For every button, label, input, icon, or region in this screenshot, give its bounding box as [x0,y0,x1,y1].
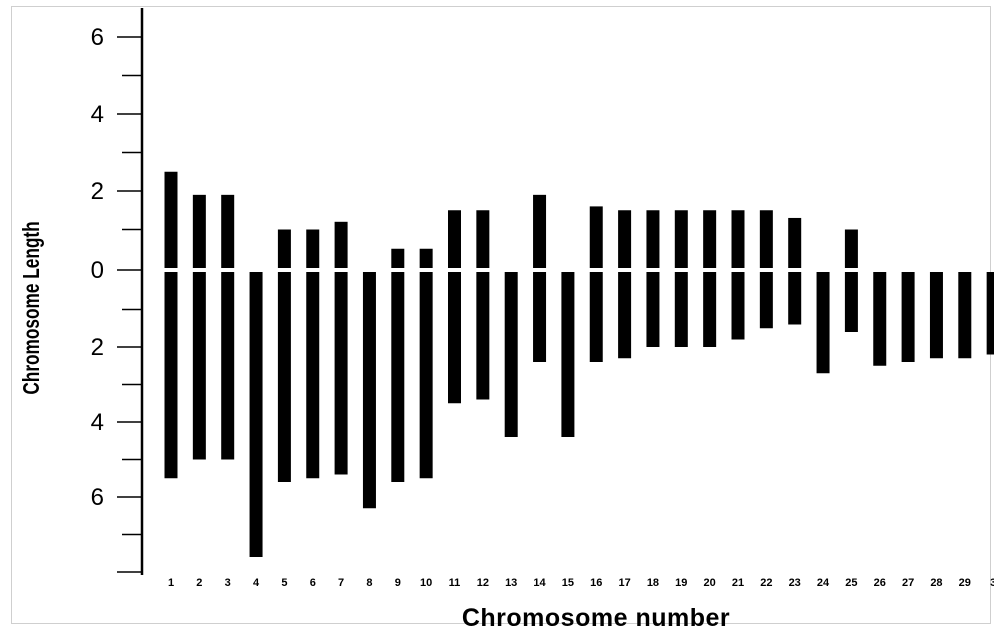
bar-short-arm-3 [221,194,235,268]
x-tick-label: 10 [420,577,432,589]
x-tick-labels: 1 2 3 4 5 6 7 8 9 10 11 12 13 14 15 16 17 18 19 20 21 22 23 24 2… [168,577,994,589]
y-tick-label-bottom: 6 [91,484,104,511]
bar-short-arm-5 [277,229,291,268]
x-tick-label: 23 [789,577,801,589]
x-tick-label: 16 [590,577,602,589]
bar-long-arm-11 [448,272,461,404]
bar-long-arm-25 [844,272,858,332]
x-tick-label: 4 [253,577,260,589]
bar-short-arm-9 [391,248,405,268]
x-tick-label: 12 [477,577,489,589]
bar-short-arm-25 [844,229,858,268]
x-tick-label: 8 [366,577,372,589]
x-tick-label: 1 [168,577,174,589]
x-tick-label: 17 [618,577,630,589]
bar-long-arm-21 [731,272,745,340]
bar-short-arm-23 [788,217,802,268]
bar-short-arm-19 [674,210,688,268]
x-tick-label: 29 [959,577,971,589]
x-tick-label: 20 [704,577,716,589]
bar-long-arm-17 [618,272,632,359]
bar-short-arm-6 [306,229,320,268]
x-tick-label: 7 [338,577,344,589]
bar-long-arm-22 [759,272,773,329]
bar-long-arm-24 [816,272,830,374]
x-tick-label: 26 [874,577,886,589]
bar-short-arm-1 [164,171,178,268]
bars-group [164,171,994,557]
bar-long-arm-14 [533,272,547,362]
x-tick-label: 11 [449,577,461,589]
x-tick-label: 5 [281,577,287,589]
bar-long-arm-23 [788,272,802,325]
bar-long-arm-3 [221,272,235,460]
bar-long-arm-12 [476,272,490,400]
bar-short-arm-10 [419,248,433,268]
bar-long-arm-4 [249,272,263,557]
y-tick-label-bottom: 2 [91,334,104,361]
x-tick-label: 14 [533,577,546,589]
bar-short-arm-11 [448,210,461,268]
y-tick-label-top: 6 [91,24,104,51]
bar-short-arm-14 [533,194,547,268]
x-tick-label: 3 [225,577,231,589]
y-axis: 6 4 2 0 2 4 6 [91,8,144,575]
bar-long-arm-1 [164,272,178,479]
x-tick-label: 24 [817,577,830,589]
bar-long-arm-7 [334,272,348,475]
x-tick-label: 2 [196,577,202,589]
y-tick-label-top: 2 [91,178,104,205]
bar-short-arm-16 [589,206,603,268]
x-tick-label: 3 [990,577,994,589]
bar-long-arm-29 [958,272,972,359]
x-tick-label: 22 [760,577,772,589]
bar-long-arm-26 [873,272,887,366]
bar-long-arm-2 [192,272,206,460]
bar-long-arm-10 [419,272,433,479]
x-tick-label: 21 [732,577,744,589]
y-tick-label-top: 0 [91,257,104,284]
bar-long-arm-5 [277,272,291,482]
bar-long-arm-28 [929,272,943,359]
x-axis-label: Chromosome number [462,604,730,630]
bar-long-arm-15 [561,272,575,437]
bar-long-arm-18 [646,272,660,347]
bar-short-arm-21 [731,210,745,268]
bar-short-arm-12 [476,210,490,268]
x-tick-label: 25 [845,577,857,589]
x-tick-label: 15 [562,577,574,589]
bar-short-arm-18 [646,210,660,268]
x-tick-label: 28 [930,577,942,589]
bar-short-arm-7 [334,221,348,268]
x-tick-label: 6 [310,577,316,589]
bar-long-arm-13 [504,272,518,437]
bar-long-arm-19 [674,272,688,347]
bar-long-arm-20 [703,272,717,347]
x-tick-label: 18 [647,577,659,589]
bar-long-arm-16 [589,272,603,362]
x-tick-label: 13 [505,577,517,589]
bar-short-arm-22 [759,210,773,268]
bar-long-arm-30 [986,272,994,355]
bar-short-arm-2 [192,194,206,268]
bar-long-arm-6 [306,272,320,479]
bar-long-arm-9 [391,272,405,482]
y-axis-label: Chromosome Length [20,221,45,394]
chart-frame [11,6,991,624]
y-tick-label-top: 4 [91,101,104,128]
bar-short-arm-17 [618,210,632,268]
bar-long-arm-8 [362,272,376,509]
x-tick-label: 9 [395,577,401,589]
bar-long-arm-27 [901,272,915,362]
bar-short-arm-20 [703,210,717,268]
y-tick-label-bottom: 4 [91,409,104,436]
x-tick-label: 19 [675,577,687,589]
x-tick-label: 27 [902,577,914,589]
